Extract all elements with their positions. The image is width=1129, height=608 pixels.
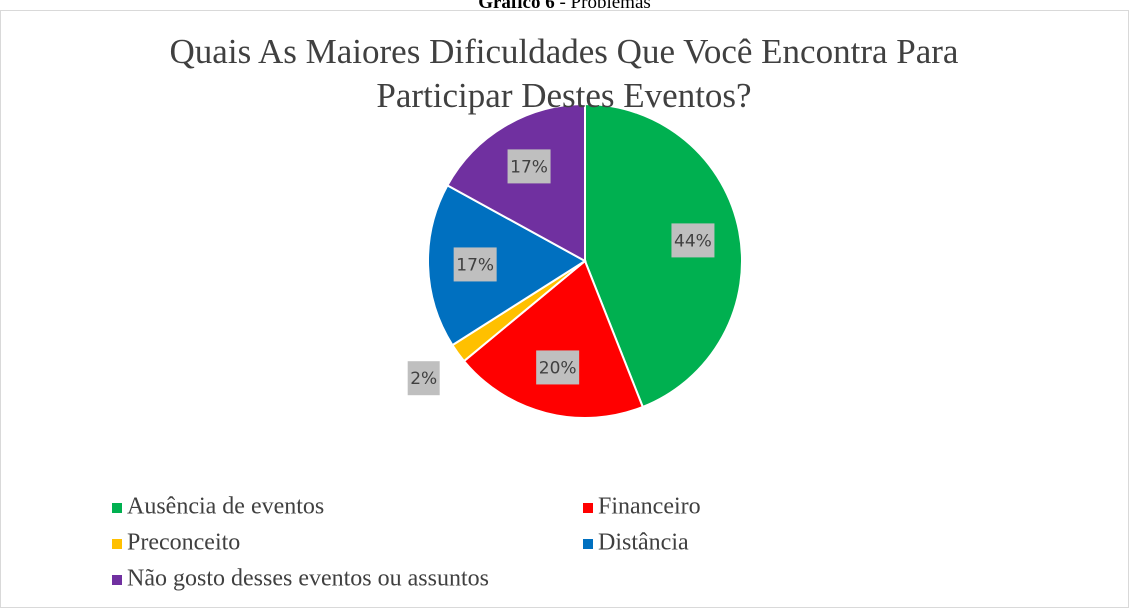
caption-text: - Problemas — [559, 0, 651, 13]
data-label: 17% — [456, 255, 494, 275]
legend-swatch — [112, 575, 122, 585]
legend-label: Não gosto desses eventos ou assuntos — [127, 566, 489, 592]
data-label-bg — [671, 223, 715, 258]
pie-slice — [427, 184, 587, 347]
legend-label: Preconceito — [127, 530, 240, 556]
legend-label: Distância — [598, 530, 689, 556]
data-label: 2% — [410, 369, 437, 389]
data-label-bg — [407, 361, 440, 396]
legend-swatch — [583, 503, 593, 513]
data-label: 44% — [674, 231, 712, 251]
data-label: 20% — [539, 358, 577, 378]
caption: Gráfico 6 - Problemas — [0, 0, 1129, 14]
data-label-bg — [536, 350, 580, 385]
data-label-bg — [453, 247, 497, 282]
data-label-bg — [507, 149, 551, 184]
data-label: 17% — [510, 157, 548, 177]
legend-swatch — [112, 539, 122, 549]
pie-slice — [584, 102, 743, 409]
pie-slice — [462, 259, 645, 419]
legend-label: Ausência de eventos — [127, 494, 324, 520]
chart-title: Quais As Maiores Dificuldades Que Você E… — [169, 32, 959, 115]
legend-swatch — [583, 539, 593, 549]
legend-label: Financeiro — [598, 494, 701, 520]
caption-label: Gráfico 6 — [478, 0, 555, 13]
legend-swatch — [112, 503, 122, 513]
